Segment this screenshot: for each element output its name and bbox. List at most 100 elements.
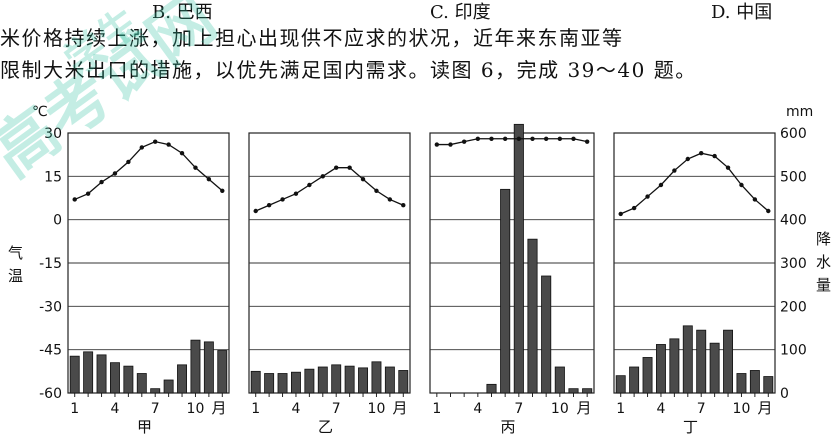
precip-axis-label: 降 (816, 230, 831, 248)
temp-tick-label: -15 (39, 256, 62, 272)
precip-bar (123, 365, 134, 394)
temperature-point (725, 165, 731, 170)
temperature-line (436, 138, 588, 146)
answer-options-line: B. 巴西 C. 印度 D. 中国 (0, 0, 835, 23)
temperature-point (752, 197, 758, 202)
precip-bar (331, 364, 342, 394)
temperature-point (266, 203, 272, 208)
month-label: 4 (473, 401, 482, 417)
month-unit: 月 (211, 399, 226, 417)
temperature-point (712, 153, 717, 159)
month-label: 7 (151, 401, 160, 417)
precip-bar (304, 368, 315, 394)
month-unit: 月 (576, 399, 591, 417)
precip-bar (582, 388, 593, 394)
precip-axis-label: 水 (816, 253, 831, 271)
precip-bar (150, 388, 161, 394)
month-unit: 月 (757, 399, 772, 417)
temperature-point (516, 136, 522, 141)
precip-bar (96, 354, 107, 394)
temperature-point (112, 171, 118, 176)
temperature-point (584, 139, 590, 144)
month-label: 1 (70, 401, 79, 417)
temperature-point (401, 203, 406, 208)
precip-bar (554, 366, 565, 394)
precip-bar (500, 188, 511, 394)
temperature-point (461, 139, 467, 144)
option-c: C. 印度 (430, 2, 491, 23)
month-label: 4 (291, 401, 300, 417)
precip-bar (371, 361, 382, 394)
temp-axis-label: 温 (8, 267, 23, 285)
precip-bar (513, 123, 524, 394)
temperature-point (206, 177, 212, 182)
precip-bar (384, 366, 395, 394)
temperature-point (374, 188, 379, 193)
panel-name: 甲 (137, 418, 152, 436)
temperature-point (220, 188, 225, 193)
temperature-point (126, 159, 131, 165)
panel-name: 丁 (683, 418, 698, 436)
temperature-line (74, 140, 223, 201)
temperature-point (72, 197, 77, 202)
precip-bar (163, 379, 174, 394)
precip-bar (177, 364, 188, 394)
temperature-point (434, 142, 440, 147)
temp-tick-label: 15 (44, 169, 62, 185)
precip-bar (749, 370, 760, 394)
temperature-point (685, 156, 690, 162)
precip-bar (629, 366, 640, 394)
precip-bar (398, 370, 409, 394)
temperature-line (255, 167, 404, 212)
temperature-line (620, 152, 769, 215)
month-label: 4 (656, 401, 665, 417)
month-unit: 月 (392, 399, 407, 417)
temp-tick-label: -60 (39, 386, 62, 402)
temperature-point (193, 165, 198, 170)
temperature-point (253, 208, 258, 214)
precip-bar (568, 388, 579, 394)
precip-bar (696, 329, 707, 394)
precip-bar (290, 371, 301, 394)
precip-bar (264, 373, 275, 394)
temperature-point (166, 142, 171, 147)
temperature-point (334, 165, 339, 170)
precip-bar (682, 325, 693, 394)
temperature-point (543, 136, 549, 141)
temperature-point (347, 165, 352, 170)
temp-tick-label: -30 (39, 299, 62, 315)
precip-bar (763, 376, 774, 394)
temp-axis-label: 气 (8, 244, 23, 262)
temperature-point (766, 208, 771, 214)
temperature-point (645, 194, 650, 199)
precip-bar (486, 383, 497, 394)
temperature-point (571, 136, 576, 141)
temperature-point (320, 174, 325, 179)
precip-bar (642, 357, 653, 394)
panel-name: 乙 (318, 418, 333, 436)
temperature-point (307, 182, 312, 188)
precip-unit: mm (786, 104, 813, 120)
temp-unit: ℃ (32, 104, 48, 120)
temp-tick-label: 0 (53, 213, 62, 229)
precip-bar (527, 238, 538, 394)
question-stem-line-2: 米价格持续上涨，加上担心出现供不应求的状况，近年来东南亚等 (0, 26, 624, 50)
question-stem-line-3: 限制大米出口的措施，以优先满足国内需求。读图 6，完成 39～40 题。 (0, 58, 697, 82)
month-label: 10 (733, 401, 751, 417)
temperature-point (153, 139, 158, 144)
precip-tick-label: 100 (780, 343, 807, 359)
temperature-point (448, 142, 453, 147)
precip-bar (217, 350, 228, 394)
month-label: 7 (697, 401, 706, 417)
precip-bar (709, 342, 720, 394)
temperature-point (360, 177, 366, 182)
temperature-point (557, 136, 563, 141)
temperature-point (672, 168, 677, 173)
precip-bar (190, 339, 201, 394)
precip-tick-label: 500 (780, 169, 807, 185)
month-label: 7 (332, 401, 341, 417)
precip-bar (669, 338, 680, 394)
precip-axis-label: 量 (816, 276, 831, 294)
precip-bar (203, 341, 214, 394)
